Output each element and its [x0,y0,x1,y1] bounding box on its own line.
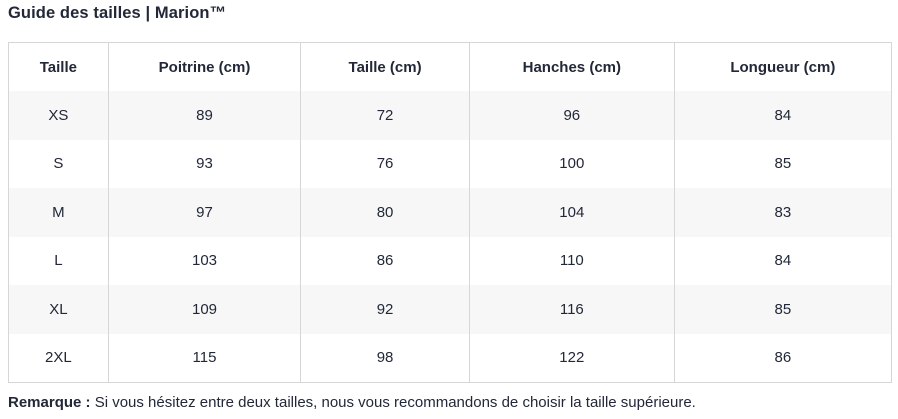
cell-hanches: 122 [468,333,675,382]
cell-longueur: 84 [673,236,892,285]
cell-size: S [8,139,109,188]
cell-longueur: 84 [673,91,892,140]
cell-hanches: 110 [468,236,675,285]
cell-longueur: 85 [673,139,892,188]
table-row-l: L 103 86 110 84 [8,236,892,285]
table-row-s: S 93 76 100 85 [8,139,892,188]
table-row-m: M 97 80 104 83 [8,188,892,237]
table-row-xs: XS 89 72 96 84 [8,91,892,140]
cell-taille: 80 [300,188,470,237]
size-note: Remarque : Si vous hésitez entre deux ta… [8,394,898,411]
cell-size: L [8,236,109,285]
cell-longueur: 83 [673,188,892,237]
cell-poitrine: 97 [107,188,301,237]
page-title: Guide des tailles | Marion™ [8,4,227,22]
header-cell-poitrine: Poitrine (cm) [107,42,301,91]
cell-taille: 92 [300,285,470,334]
header-cell-taille: Taille [8,42,109,91]
cell-poitrine: 109 [107,285,301,334]
table-header-row: Taille Poitrine (cm) Taille (cm) Hanches… [8,42,892,91]
header-cell-hanches: Hanches (cm) [468,42,675,91]
cell-size: XS [8,91,109,140]
cell-hanches: 104 [468,188,675,237]
cell-taille: 86 [300,236,470,285]
note-text: Si vous hésitez entre deux tailles, nous… [94,393,696,411]
cell-poitrine: 115 [107,333,301,382]
cell-poitrine: 89 [107,91,301,140]
cell-taille: 98 [300,333,470,382]
cell-size: M [8,188,109,237]
cell-poitrine: 103 [107,236,301,285]
cell-longueur: 85 [673,285,892,334]
cell-hanches: 96 [468,91,675,140]
cell-longueur: 86 [673,333,892,382]
note-label: Remarque : [8,393,91,411]
header-cell-taille-cm: Taille (cm) [300,42,470,91]
cell-taille: 72 [300,91,470,140]
cell-hanches: 100 [468,139,675,188]
cell-taille: 76 [300,139,470,188]
cell-size: 2XL [8,333,109,382]
cell-size: XL [8,285,109,334]
header-cell-longueur: Longueur (cm) [673,42,892,91]
cell-hanches: 116 [468,285,675,334]
cell-poitrine: 93 [107,139,301,188]
table-row-xl: XL 109 92 116 85 [8,285,892,334]
size-guide-table: Taille Poitrine (cm) Taille (cm) Hanches… [8,42,892,383]
table-row-2xl: 2XL 115 98 122 86 [8,333,892,382]
